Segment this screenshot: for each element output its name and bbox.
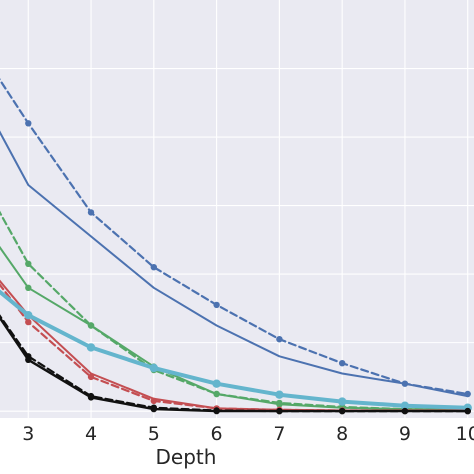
series-9-point-5 — [150, 405, 157, 413]
series-line-2 — [0, 130, 469, 398]
x-tick-label: 6 — [211, 423, 223, 445]
series-5-point-4 — [87, 373, 95, 381]
series-1-point-4 — [87, 209, 95, 216]
series-9-point-9 — [401, 407, 409, 415]
series-7-point-5 — [149, 363, 158, 373]
series-7-point-3 — [24, 311, 33, 320]
x-tick-labels: 3 4 5 6 7 8 9 10 — [22, 423, 474, 445]
series-9-point-7 — [276, 407, 283, 415]
series-1-point-6 — [213, 301, 220, 309]
x-axis-title: Depth — [156, 445, 217, 469]
series-4-point-3 — [25, 284, 32, 291]
series-1-point-7 — [276, 336, 283, 343]
x-tick-label: 9 — [399, 423, 411, 445]
series-9-point-6 — [213, 407, 220, 415]
series-1-point-8 — [339, 360, 346, 367]
series-1-point-3 — [25, 120, 32, 127]
series-9-point-10 — [464, 407, 471, 415]
x-tick-label: 10 — [456, 423, 474, 445]
series-group — [0, 78, 472, 415]
series-9-point-4 — [87, 394, 95, 401]
grid — [0, 0, 474, 418]
series-9-point-8 — [339, 407, 346, 415]
x-tick-label: 5 — [148, 423, 160, 445]
series-7-point-4 — [86, 343, 96, 352]
series-4-point-6 — [213, 390, 220, 398]
series-4-point-4 — [87, 322, 95, 329]
series-1-point-5 — [150, 264, 157, 271]
series-7-point-7 — [275, 390, 284, 399]
x-tick-label: 8 — [336, 423, 348, 445]
series-3-point-3 — [25, 260, 32, 267]
series-7-point-6 — [212, 379, 221, 388]
x-tick-label: 4 — [85, 423, 97, 445]
series-5-point-3 — [25, 318, 32, 326]
x-tick-label: 3 — [22, 423, 34, 445]
series-9-point-3 — [25, 356, 32, 363]
series-7-point-9 — [400, 401, 410, 410]
x-tick-label: 7 — [273, 423, 285, 445]
series-7-point-8 — [338, 397, 347, 406]
series-4-point-7 — [276, 401, 283, 408]
plot-background — [0, 0, 474, 418]
